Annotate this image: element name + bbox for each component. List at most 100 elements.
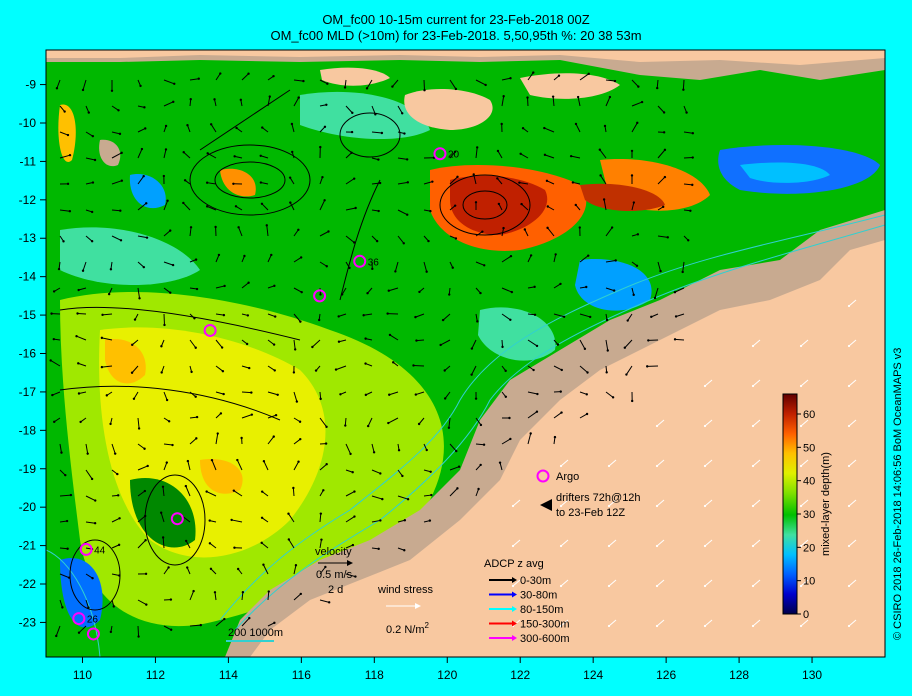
current-arrow-head xyxy=(287,512,290,515)
adcp-legend-arrowhead xyxy=(512,620,517,627)
current-arrow xyxy=(605,287,615,292)
current-arrow xyxy=(85,469,93,480)
eddy-streamline xyxy=(144,474,206,566)
current-arrow xyxy=(78,362,87,367)
current-arrow xyxy=(207,182,217,185)
current-arrow xyxy=(319,177,323,185)
current-arrow-head xyxy=(337,340,341,343)
current-arrow-head xyxy=(423,89,426,92)
current-arrow-head xyxy=(295,400,299,403)
velocity-legend-label: velocity xyxy=(315,546,352,558)
colorbar-tick-label: 60 xyxy=(803,409,815,421)
current-arrow-head xyxy=(302,79,305,83)
current-arrow xyxy=(345,516,355,523)
wind-arrow-head xyxy=(703,624,707,628)
wind-arrow xyxy=(848,379,857,387)
current-arrow xyxy=(471,339,477,349)
current-arrow xyxy=(475,417,482,426)
current-arrow-head xyxy=(51,393,54,397)
current-arrow-head xyxy=(169,628,173,631)
adcp-legend-label: 300-600m xyxy=(520,633,570,645)
current-arrow-head xyxy=(559,390,562,393)
current-arrow-head xyxy=(518,181,521,184)
current-arrow xyxy=(215,433,219,445)
current-arrow-head xyxy=(387,421,390,425)
current-arrow-head xyxy=(364,393,368,397)
current-arrow-head xyxy=(162,174,166,178)
current-arrow xyxy=(312,339,321,348)
current-arrow xyxy=(261,542,269,549)
current-arrow-head xyxy=(195,287,199,291)
current-arrow-head xyxy=(476,320,479,323)
current-arrow-head xyxy=(406,498,410,501)
current-arrow-head xyxy=(509,437,512,441)
current-arrow-head xyxy=(504,369,507,373)
current-arrow-head xyxy=(632,201,636,204)
current-arrow xyxy=(501,438,511,445)
current-arrow-head xyxy=(205,205,209,208)
current-arrow-head xyxy=(160,345,163,348)
current-arrow xyxy=(260,155,269,159)
current-arrow xyxy=(572,181,581,185)
wind-arrow-head xyxy=(655,464,659,468)
current-arrow xyxy=(335,365,347,371)
current-arrow xyxy=(471,365,477,375)
current-arrow-head xyxy=(297,228,300,231)
current-arrow xyxy=(189,438,197,445)
current-arrow-head xyxy=(585,393,588,396)
lat-tick-label: -12 xyxy=(19,193,37,207)
current-arrow-head xyxy=(533,313,537,316)
credit-text: © CSIRO 2018 26-Feb-2018 14:06:56 BoM Oc… xyxy=(892,347,904,640)
current-arrow-head xyxy=(551,95,555,98)
argo-float-marker xyxy=(353,254,367,268)
current-arrow xyxy=(85,235,93,242)
wind-arrow-head xyxy=(799,384,803,388)
current-arrow-head xyxy=(142,265,146,269)
colorbar-tick-label: 40 xyxy=(803,476,815,488)
current-arrow xyxy=(215,285,225,289)
wind-arrow-head xyxy=(847,304,851,308)
current-arrow xyxy=(102,313,113,316)
current-arrow xyxy=(527,339,538,347)
adcp-legend-label: 30-80m xyxy=(520,590,557,602)
wind-arrow xyxy=(800,579,809,587)
current-arrow-head xyxy=(138,297,141,300)
current-arrow-head xyxy=(587,72,590,76)
lat-tick-label: -23 xyxy=(19,615,37,629)
current-arrow-head xyxy=(222,313,226,317)
current-arrow-head xyxy=(239,98,243,102)
current-arrow-head xyxy=(354,206,357,210)
wind-arrow-head xyxy=(607,584,611,588)
current-arrow xyxy=(579,313,591,318)
wind-arrow xyxy=(704,539,713,547)
wind-arrow-head xyxy=(799,544,803,548)
wind-arrow-head xyxy=(607,624,611,628)
current-arrow-head xyxy=(299,256,303,259)
current-arrow xyxy=(605,339,609,351)
current-arrow-head xyxy=(64,473,67,477)
current-arrow xyxy=(85,443,89,454)
current-arrow-head xyxy=(381,497,384,501)
current-arrow xyxy=(209,542,217,549)
current-arrow-head xyxy=(630,399,634,403)
current-arrow-head xyxy=(510,290,514,294)
current-arrow xyxy=(292,487,295,497)
current-arrow xyxy=(261,127,269,133)
current-arrow xyxy=(501,255,512,263)
current-arrow xyxy=(163,101,174,107)
current-arrow-head xyxy=(265,224,268,227)
lat-tick-label: -14 xyxy=(19,270,37,284)
current-arrow-head xyxy=(233,546,236,549)
current-arrow xyxy=(59,105,66,112)
current-arrow-head xyxy=(394,270,397,273)
wind-arrow-head xyxy=(847,424,851,428)
current-arrow-head xyxy=(324,442,328,445)
current-arrow-head xyxy=(142,174,145,178)
current-arrow-head xyxy=(479,463,482,467)
current-arrow xyxy=(319,261,328,267)
current-arrow xyxy=(345,544,354,549)
current-arrow xyxy=(345,443,352,455)
current-arrow-head xyxy=(397,449,401,452)
current-arrow-head xyxy=(273,369,276,372)
current-arrow xyxy=(163,230,171,237)
